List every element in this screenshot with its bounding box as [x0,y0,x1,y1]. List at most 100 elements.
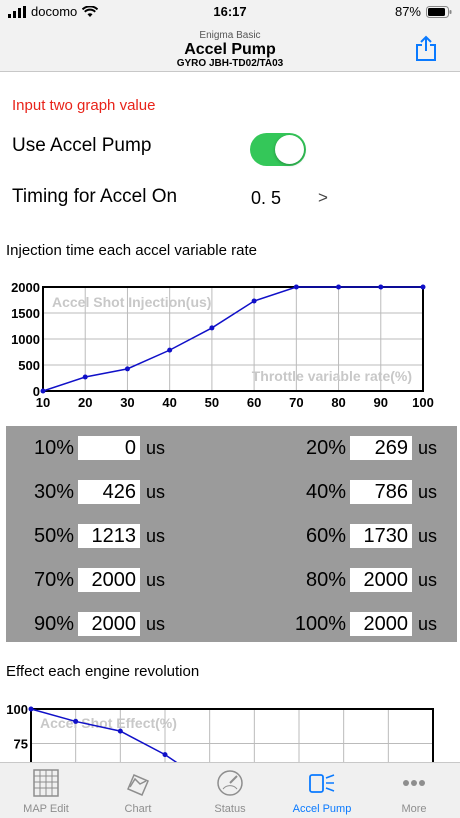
device-name: GYRO JBH-TD02/TA03 [176,58,284,69]
injection-value-cell: 20% 269 us [278,426,437,470]
series-line [42,286,423,392]
rate-percent-label: 30% [33,480,74,503]
data-point[interactable] [167,347,173,353]
data-point[interactable] [28,706,34,712]
status-left: docomo [8,4,99,19]
x-tick-label: 50 [205,395,219,410]
wifi-icon [82,5,99,17]
chart-watermark-title: Accel Shot Effect(%) [40,715,177,731]
rate-percent-label: 50% [33,524,74,547]
plot-border [42,286,424,392]
grid-icon [33,769,59,797]
tab-map-edit[interactable]: MAP Edit [0,763,92,818]
data-point[interactable] [124,366,130,372]
chart-icon [127,774,149,796]
data-point[interactable] [420,284,426,290]
carrier-name: docomo [31,4,78,19]
injection-value-cell: 10% 0 us [6,426,165,470]
injection-time-input[interactable]: 269 [350,436,412,460]
toggle-knob [275,135,304,164]
plot-area [31,709,433,762]
data-point[interactable] [162,752,168,758]
injection-time-input[interactable]: 0 [78,436,140,460]
status-bar: docomo 16:17 87% [0,0,460,24]
battery-percent: 87% [394,4,421,19]
share-icon[interactable] [412,34,440,62]
rate-percent-label: 60% [305,524,346,547]
tab-bar: MAP Edit Chart Status Accel Pump More [0,762,460,818]
injection-time-input[interactable]: 1213 [78,524,140,548]
rate-percent-label: 40% [305,480,346,503]
injection-value-cell: 90% 2000 us [6,602,165,646]
tab-chart[interactable]: Chart [92,763,184,818]
effect-chart[interactable]: Accel Shot Effect(%)1007550 [0,694,460,762]
tab-label: Status [214,803,246,815]
rate-percent-label: 90% [33,612,74,635]
data-point[interactable] [251,298,257,304]
x-tick-label: 80 [331,395,345,410]
x-tick-label: 30 [120,395,134,410]
data-point[interactable] [73,718,79,724]
chart-watermark-xlabel: Throttle variable rate(%) [252,368,412,384]
data-point[interactable] [209,325,215,331]
signal-icon [8,5,26,18]
injection-value-cell: 80% 2000 us [278,558,437,602]
data-point[interactable] [40,388,46,394]
injection-time-input[interactable]: 1730 [350,524,412,548]
y-tick-label: 75 [14,737,28,752]
injection-time-input[interactable]: 2000 [78,568,140,592]
unit-label: us [146,613,166,634]
injection-time-input[interactable]: 2000 [78,612,140,636]
injection-section-title: Injection time each accel variable rate [6,242,257,259]
gauge-icon [217,770,243,796]
data-point[interactable] [117,728,123,734]
x-tick-label: 60 [247,395,261,410]
chart-watermark-title: Accel Shot Injection(us) [52,294,211,310]
data-point[interactable] [378,284,384,290]
tab-status[interactable]: Status [184,763,276,818]
effect-section-title: Effect each engine revolution [6,663,200,680]
data-point[interactable] [336,284,342,290]
injection-time-input[interactable]: 2000 [350,568,412,592]
rate-percent-label: 100% [294,612,346,635]
input-hint: Input two graph value [12,97,156,114]
y-tick-label: 1500 [11,306,40,321]
tab-label: More [401,803,427,815]
unit-label: us [146,569,166,590]
y-tick-label: 100 [6,702,28,717]
unit-label: us [418,613,438,634]
rate-percent-label: 70% [33,568,74,591]
injection-value-cell: 30% 426 us [6,470,165,514]
use-accel-pump-toggle[interactable] [250,133,306,166]
tab-label: Accel Pump [292,803,352,815]
timing-accel-on-value[interactable]: 0. 5 [251,188,282,208]
tab-label: Chart [124,803,152,815]
status-time: 16:17 [213,4,247,19]
data-point[interactable] [82,374,88,380]
injection-value-cell: 70% 2000 us [6,558,165,602]
unit-label: us [146,481,166,502]
page-title: Accel Pump [184,41,276,58]
y-tick-label: 2000 [11,280,40,295]
injection-chart[interactable]: Accel Shot Injection(us) Throttle variabl… [0,272,460,412]
y-tick-label: 0 [33,384,40,399]
x-tick-label: 70 [289,395,303,410]
y-tick-label: 500 [18,358,40,373]
injection-time-input[interactable]: 786 [350,480,412,504]
x-tick-label: 10 [36,395,50,410]
unit-label: us [146,437,166,458]
data-point[interactable] [293,284,299,290]
rate-percent-label: 20% [305,436,346,459]
chevron-right-icon[interactable]: > [318,188,328,207]
injection-time-input[interactable]: 426 [78,480,140,504]
x-tick-label: 90 [374,395,388,410]
injection-time-input[interactable]: 2000 [350,612,412,636]
accel-pump-content[interactable]: Input two graph value Use Accel Pump Tim… [0,72,460,762]
more-icon [403,780,425,786]
tab-more[interactable]: More [368,763,460,818]
status-right: 87% [395,4,452,19]
battery-icon [426,5,452,18]
x-tick-label: 100 [412,395,434,410]
tab-accel-pump[interactable]: Accel Pump [276,763,368,818]
y-tick-label: 1000 [11,332,40,347]
